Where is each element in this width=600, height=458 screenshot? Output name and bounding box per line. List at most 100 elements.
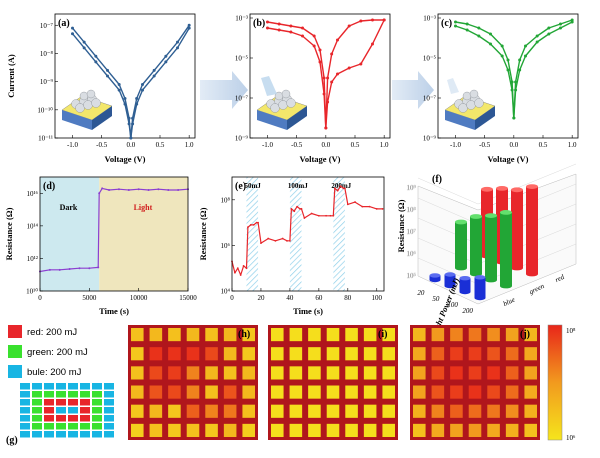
a-data-point — [176, 46, 179, 50]
heatmap-cell — [487, 347, 500, 361]
heatmap-cell — [468, 385, 482, 399]
f-bar-top — [500, 210, 512, 215]
e-data-point — [325, 214, 327, 217]
heatmap-cell — [345, 366, 358, 380]
heatmap-cell — [468, 423, 482, 437]
d-xtick-label: 5000 — [82, 294, 97, 302]
b-data-point — [289, 24, 293, 28]
pattern-pixel — [32, 383, 42, 390]
device-illustration-c — [444, 78, 496, 130]
a-data-point — [131, 116, 135, 120]
light-region — [99, 177, 188, 291]
heatmap-cell — [186, 347, 200, 361]
pattern-pixel — [56, 391, 66, 398]
e-xtick-label: 40 — [286, 294, 294, 302]
pattern-pixel — [44, 431, 54, 438]
pattern-pixel — [44, 391, 54, 398]
heatmap-cell — [271, 347, 284, 361]
heatmap-cell — [242, 423, 255, 437]
colorbar-top-label: 10⁸ — [566, 327, 576, 335]
e-data-point — [293, 210, 296, 213]
pattern-pixel — [68, 415, 78, 422]
panel-d-ylabel: Resistance (Ω) — [4, 207, 14, 260]
pattern-pixel — [44, 407, 54, 414]
f-color-axis-label: green — [528, 282, 546, 296]
d-data-point — [68, 268, 71, 271]
pattern-pixel — [104, 391, 114, 398]
d-data-point — [48, 268, 51, 271]
c-data-point — [489, 42, 492, 46]
pattern-pixel — [56, 399, 66, 406]
b-xtick-label: 1.0 — [380, 141, 389, 149]
e-data-point — [361, 205, 364, 208]
heatmap-cell — [223, 385, 237, 399]
heatmap-cell — [524, 423, 537, 437]
heatmap-cell — [326, 423, 340, 437]
b-data-point — [347, 66, 351, 70]
heatmap-cell — [382, 404, 395, 418]
heatmap-cell — [289, 328, 303, 342]
heatmap-cell — [505, 366, 519, 380]
heatmap-background — [410, 325, 540, 440]
heatmap-cell — [450, 423, 463, 437]
c-data-point — [570, 18, 574, 22]
a-ytick-label: 10⁻¹¹ — [38, 135, 53, 143]
e-data-point — [249, 223, 252, 226]
heatmap-cell — [487, 385, 500, 399]
heatmap-cell — [505, 328, 519, 342]
heatmap-cell — [149, 366, 163, 380]
d-data-point — [117, 188, 120, 191]
heatmap-cell — [326, 404, 340, 418]
pattern-pixel — [92, 415, 102, 422]
e-data-point — [281, 237, 284, 240]
d-data-point — [167, 189, 170, 192]
b-ytick-label: 10⁻⁷ — [235, 95, 249, 103]
light-pulse-band — [289, 177, 302, 291]
c-data-point — [465, 28, 469, 32]
heatmap-cell — [131, 385, 144, 399]
b-data-point — [289, 30, 293, 34]
b-ytick-label: 10⁻³ — [235, 15, 248, 23]
e-data-point — [310, 212, 313, 215]
e-data-point — [274, 239, 277, 242]
heatmap-cell — [205, 385, 218, 399]
c-data-point — [547, 32, 551, 36]
heatmap-cell — [382, 328, 395, 342]
dark-region-label: Dark — [60, 203, 78, 212]
panel-c-xlabel: Voltage (V) — [488, 154, 529, 164]
f-gridline — [417, 217, 479, 245]
b-data-point — [318, 48, 322, 52]
f-ztick-label: 10⁵ — [407, 272, 417, 280]
d-data-point — [157, 188, 160, 191]
b-ytick-label: 10⁻⁹ — [235, 135, 249, 143]
pattern-pixel — [68, 407, 78, 414]
b-data-point — [359, 19, 363, 23]
heatmap-cell — [487, 328, 500, 342]
c-data-point — [512, 116, 516, 120]
c-data-point — [518, 58, 522, 62]
d-data-point — [108, 189, 111, 192]
heatmap-cell — [363, 328, 377, 342]
heatmap-cell — [487, 366, 500, 380]
d-series-line — [39, 187, 189, 273]
heatmap-cell — [524, 328, 537, 342]
pattern-pixel — [104, 423, 114, 430]
heatmap-cell — [186, 328, 200, 342]
colorbar-gradient — [547, 324, 563, 441]
heatmap-cell — [289, 385, 303, 399]
dark-region — [40, 177, 100, 291]
f-color-axis-label: red — [554, 273, 566, 284]
legend-item-label: bule: 200 mJ — [27, 367, 82, 378]
a-ytick-label: 10⁻¹⁰ — [37, 106, 53, 114]
heatmap-cell — [450, 366, 463, 380]
heatmap-cell — [131, 404, 144, 418]
panel-g-label: (g) — [6, 435, 18, 446]
heatmap-cell — [131, 366, 144, 380]
c-data-point — [518, 68, 522, 72]
heatmap-cell — [345, 423, 358, 437]
heatmap-cell — [524, 404, 537, 418]
legend-swatch — [8, 365, 22, 378]
heatmap-cell — [168, 423, 181, 437]
panel-d-frame — [39, 176, 189, 292]
c-data-point — [465, 22, 469, 26]
